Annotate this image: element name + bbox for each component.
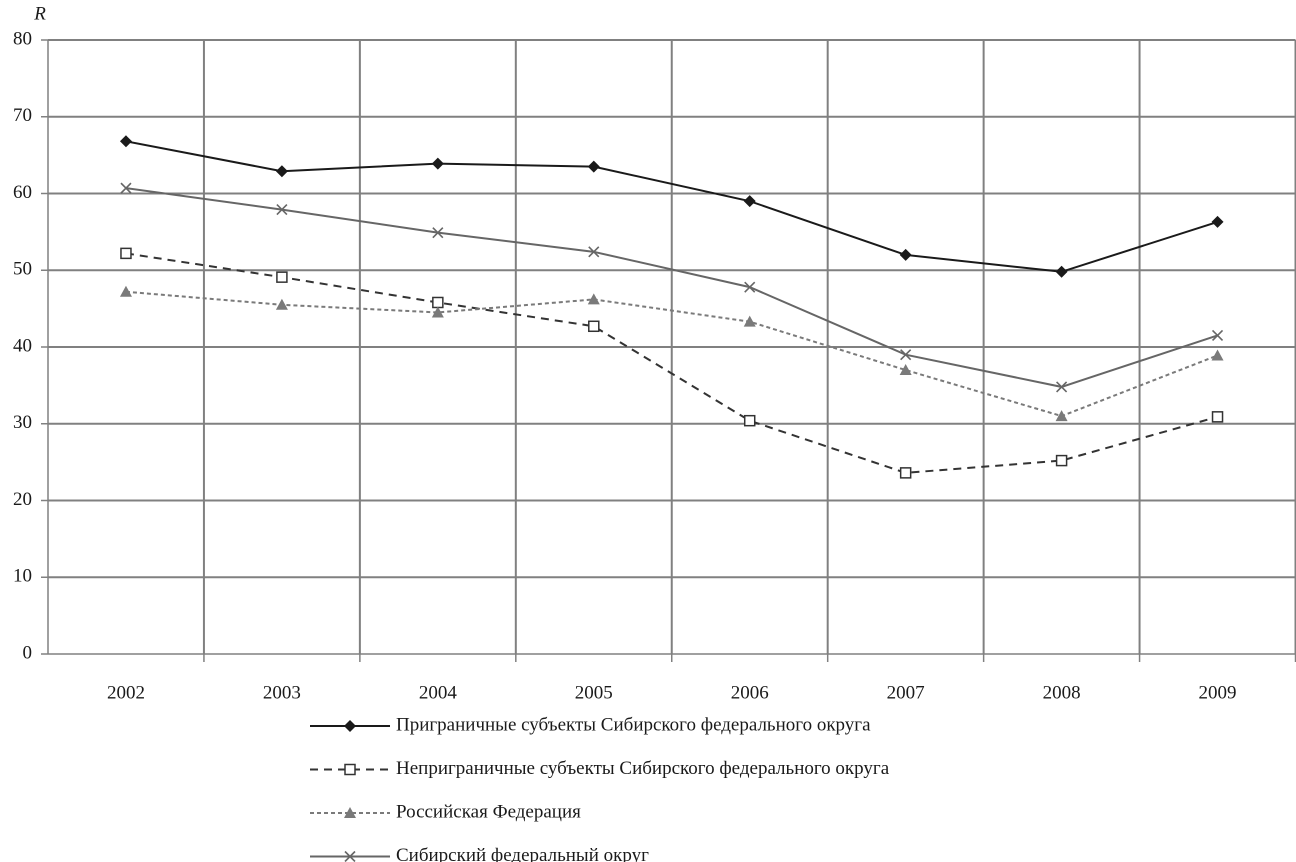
point: [432, 296, 444, 309]
series-line: [125, 252, 1218, 474]
point: [743, 195, 756, 208]
point: [900, 349, 912, 361]
y-tick-label: 80: [13, 28, 32, 49]
point: [1055, 454, 1068, 467]
point: [1211, 411, 1224, 423]
point: [588, 320, 600, 333]
x-tick-label: 2005: [575, 682, 613, 703]
y-tick-label: 20: [13, 489, 32, 510]
x-tick-label: 2008: [1043, 682, 1081, 703]
point: [1211, 349, 1224, 361]
legend-label: Неприграничные субъекты Сибирского федер…: [396, 758, 890, 779]
x-tick-label: 2004: [419, 682, 458, 703]
y-tick-label: 50: [13, 259, 32, 280]
point: [1056, 381, 1068, 393]
point: [743, 414, 756, 427]
point: [120, 247, 132, 260]
legend-marker: [344, 850, 356, 862]
point: [431, 306, 444, 318]
legend-label: Российская Федерация: [396, 801, 581, 822]
point: [119, 285, 132, 297]
point: [899, 364, 912, 376]
point: [275, 165, 288, 178]
y-tick-label: 60: [13, 182, 32, 203]
x-tick-label: 2009: [1199, 682, 1237, 703]
y-axis-label: R: [33, 3, 46, 24]
x-tick-label: 2006: [731, 682, 769, 703]
point: [431, 157, 444, 170]
x-tick-label: 2007: [887, 682, 925, 703]
point: [432, 227, 444, 239]
legend-label: Сибирский федеральный округ: [396, 845, 649, 862]
point: [1055, 265, 1068, 278]
x-tick-label: 2003: [263, 682, 301, 703]
legend-marker: [344, 720, 356, 732]
y-tick-label: 40: [13, 335, 32, 356]
point: [119, 135, 132, 148]
legend-marker: [344, 807, 356, 818]
y-tick-label: 0: [23, 642, 33, 663]
point: [276, 204, 288, 216]
point: [275, 298, 288, 310]
point: [743, 315, 756, 327]
point: [1211, 215, 1224, 228]
point: [744, 281, 756, 293]
point: [276, 271, 288, 283]
series-line: [125, 140, 1218, 273]
point: [587, 160, 600, 173]
point: [1055, 410, 1068, 422]
point: [120, 182, 132, 194]
y-tick-label: 70: [13, 105, 32, 126]
point: [899, 467, 912, 479]
point: [588, 246, 600, 258]
series-line: [125, 187, 1218, 388]
x-tick-label: 2002: [107, 682, 145, 703]
y-tick-label: 10: [13, 566, 32, 587]
point: [1211, 329, 1224, 342]
point: [587, 293, 600, 305]
y-tick-label: 30: [13, 412, 32, 433]
series-line: [125, 290, 1218, 418]
legend-marker: [344, 763, 356, 776]
legend-label: Приграничные субъекты Сибирского федерал…: [396, 714, 871, 735]
point: [899, 248, 912, 261]
